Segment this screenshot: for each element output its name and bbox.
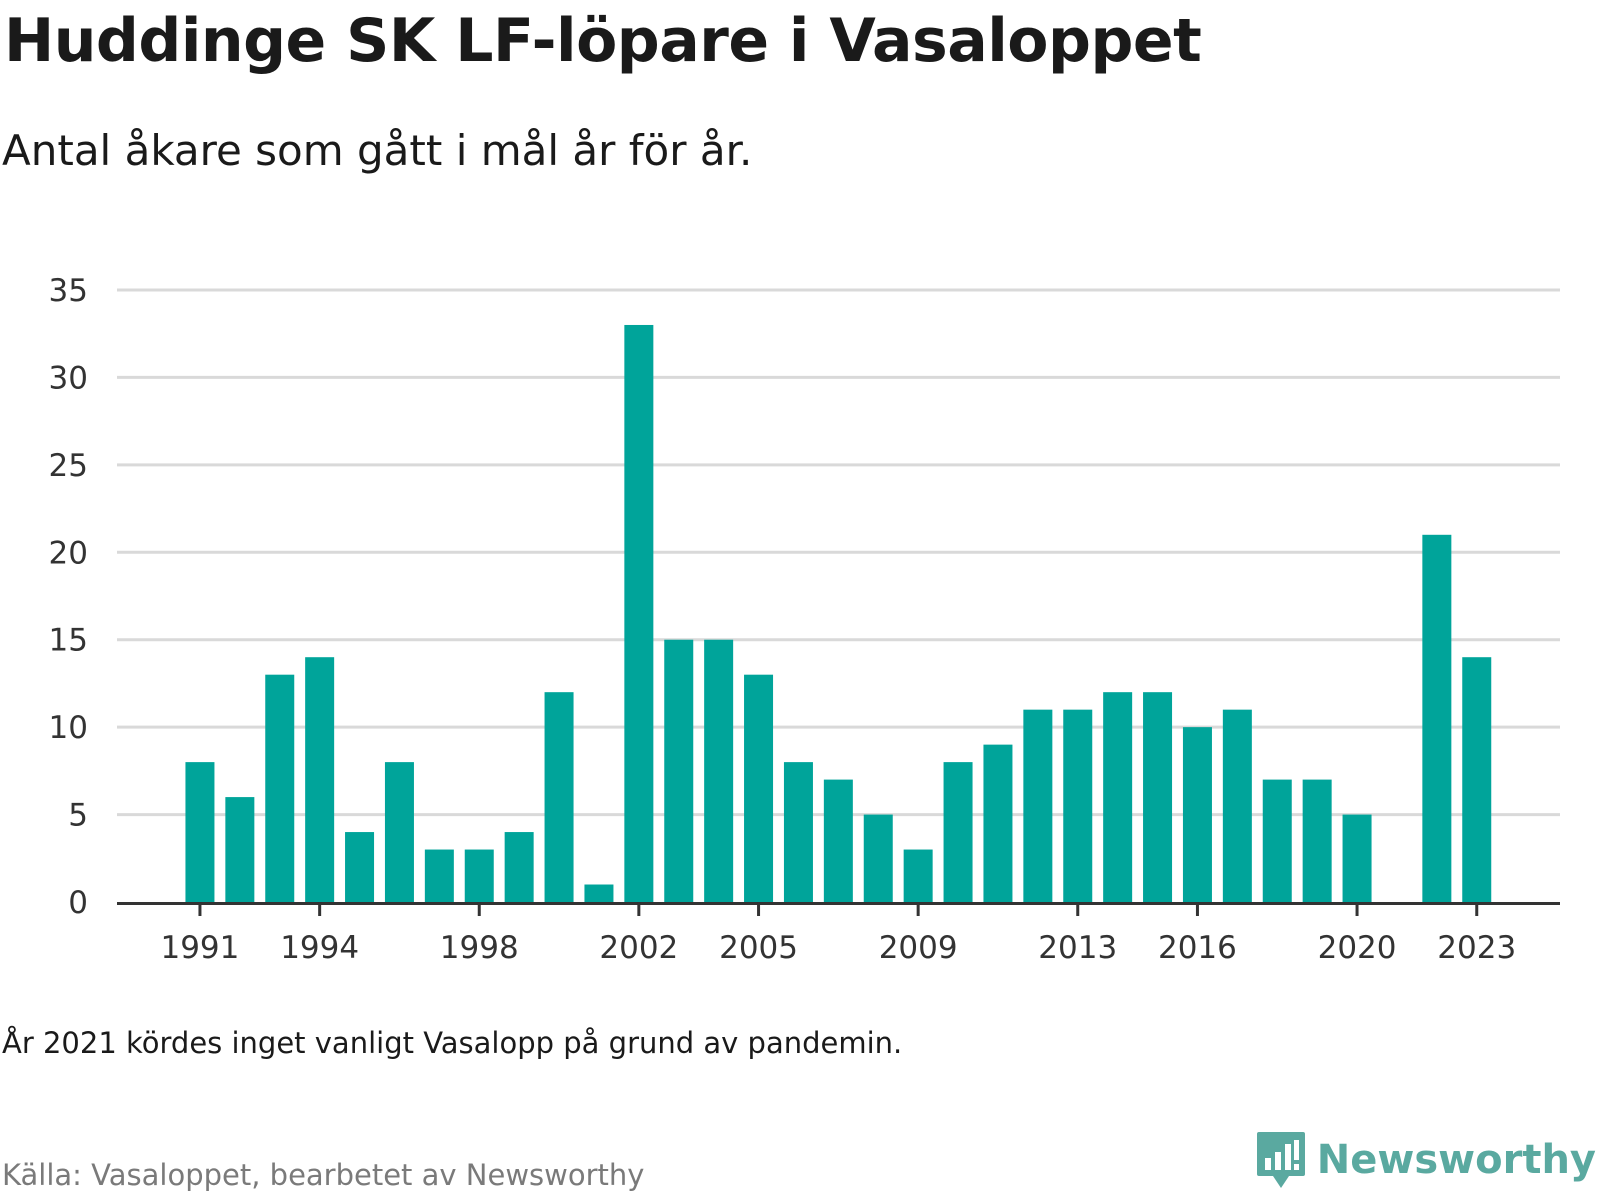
bar-2008 [863,814,893,902]
bar-1997 [424,849,454,902]
y-tick-label: 0 [68,885,88,921]
bar-2019 [1302,779,1332,902]
bar-2001 [584,884,614,902]
bar-2003 [664,639,694,902]
x-tick-label: 2009 [879,930,958,966]
bar-2007 [823,779,853,902]
bar-1995 [345,832,375,902]
x-tick-label: 2023 [1437,930,1516,966]
bar-1996 [384,762,414,902]
y-tick-label: 5 [68,798,88,834]
y-tick-label: 35 [49,273,88,309]
x-tick-label: 2020 [1318,930,1397,966]
y-tick-label: 25 [49,448,88,484]
bar-2020 [1342,814,1372,902]
bar-2014 [1103,692,1133,902]
bar-1993 [265,674,295,902]
x-tick-label: 2002 [599,930,678,966]
y-tick-label: 15 [49,623,88,659]
bar-2012 [1023,709,1053,902]
chart-title: Huddinge SK LF-löpare i Vasaloppet [4,6,1202,76]
bar-2015 [1143,692,1173,902]
bar-1991 [185,762,215,902]
x-tick-label: 1991 [160,930,239,966]
bar-1994 [305,657,335,902]
x-tick-label: 2016 [1158,930,1237,966]
x-tick-label: 1994 [280,930,359,966]
brand-logo: Newsworthy [1255,1130,1596,1190]
bar-2016 [1182,727,1212,902]
bar-2000 [544,692,574,902]
bar-2017 [1222,709,1252,902]
x-tick-label: 2005 [719,930,798,966]
bar-2010 [943,762,973,902]
bar-2018 [1262,779,1292,902]
x-axis-ticks: 1991 1994 1998 2002 2005 2009 2013 2016 2020 2023 [160,902,1516,966]
newsworthy-logo-icon [1256,1132,1305,1188]
bar-2006 [783,762,813,902]
bar-2023 [1462,657,1492,902]
bar-1999 [504,832,534,902]
bar-1998 [464,849,494,902]
y-tick-label: 10 [49,710,88,746]
y-tick-label: 20 [49,535,88,571]
bar-2002 [624,324,654,902]
x-tick-label: 1998 [440,930,519,966]
x-tick-label: 2013 [1038,930,1117,966]
bar-2004 [704,639,734,902]
bar-2022 [1422,534,1452,902]
y-tick-label: 30 [49,360,88,396]
y-axis-labels: 0 5 10 15 20 25 30 35 [49,273,88,921]
source-credit: Källa: Vasaloppet, bearbetet av Newswort… [2,1158,645,1192]
grid-lines [117,288,1560,817]
bar-2013 [1063,709,1093,902]
brand-name: Newsworthy [1316,1137,1596,1183]
bar-1992 [225,797,255,902]
bar-2005 [744,674,774,902]
chart-subtitle: Antal åkare som gått i mål år för år. [2,126,753,175]
bar-2011 [983,744,1013,902]
footnote: År 2021 kördes inget vanligt Vasalopp på… [2,1026,903,1060]
bar-series [185,324,1492,902]
bar-2009 [903,849,933,902]
